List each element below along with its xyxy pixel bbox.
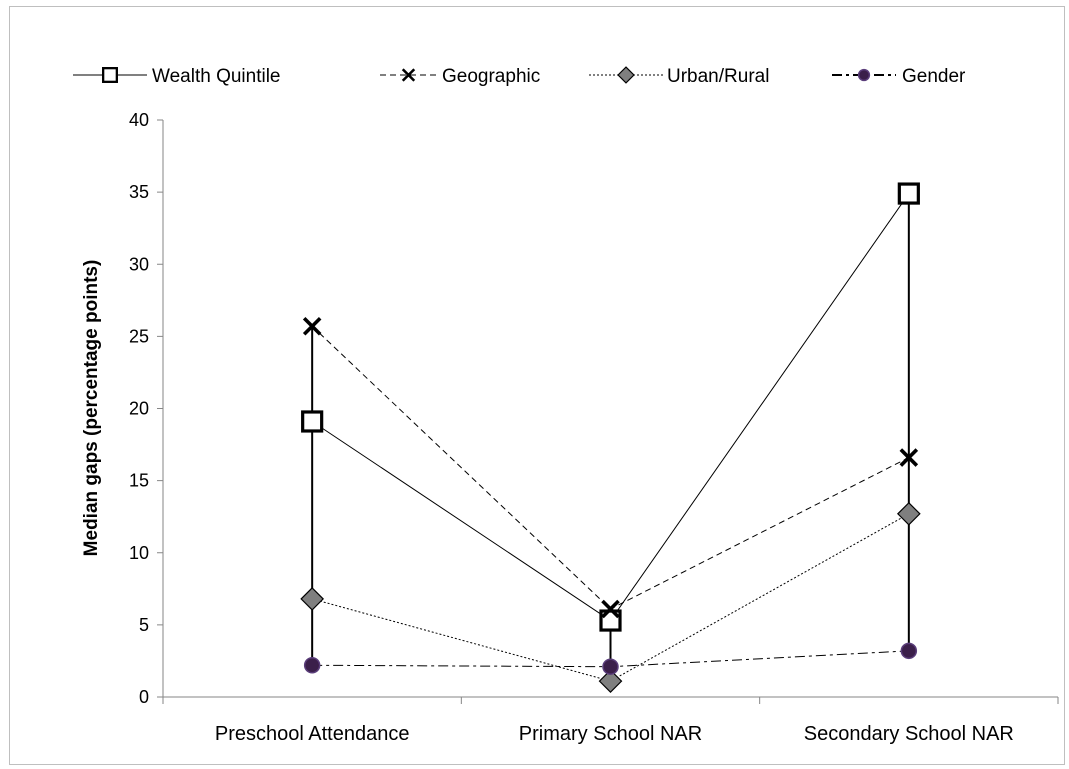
data-point-x xyxy=(302,317,322,336)
legend-item: Wealth Quintile xyxy=(73,66,281,87)
x-axis: Preschool Attendance Primary School NAR Se… xyxy=(162,696,1059,745)
legend-label: Geographic xyxy=(442,66,540,87)
y-tick-label: 40 xyxy=(129,110,149,130)
legend-label: Gender xyxy=(902,66,966,87)
legend-item: Gender xyxy=(832,66,966,87)
series-line-1 xyxy=(311,193,910,622)
series-line-2 xyxy=(311,325,910,610)
data-point-diamond xyxy=(300,587,325,611)
legend-marker-square xyxy=(102,67,118,83)
legend-marker-circle xyxy=(857,68,871,82)
chart-frame xyxy=(9,6,1065,765)
series-markers xyxy=(300,182,921,693)
data-point-diamond xyxy=(896,501,921,526)
x-tick-label: Primary School NAR xyxy=(519,723,702,745)
x-tick-label: Preschool Attendance xyxy=(215,723,410,745)
y-tick-label: 30 xyxy=(129,254,149,274)
data-point-x xyxy=(601,599,620,619)
legend-item: Urban/Rural xyxy=(589,66,769,87)
y-tick-label: 15 xyxy=(129,471,149,491)
data-point-x xyxy=(899,448,919,467)
y-tick-label: 0 xyxy=(139,687,149,707)
legend-marker-diamond xyxy=(617,66,635,84)
data-point-square xyxy=(301,410,324,433)
y-axis-title: Median gaps (percentage points) xyxy=(81,260,102,557)
y-axis: 0 5 10 15 20 25 30 35 40 xyxy=(129,110,164,707)
data-point-square xyxy=(897,182,920,205)
y-tick-label: 10 xyxy=(129,543,149,563)
legend-item: Geographic xyxy=(380,66,540,87)
legend: Wealth Quintile Geographic Urban/Rural Gend… xyxy=(73,66,966,87)
data-point-circle xyxy=(602,658,619,675)
legend-label: Urban/Rural xyxy=(667,66,769,87)
legend-label: Wealth Quintile xyxy=(152,66,281,87)
data-point-circle xyxy=(900,642,918,660)
y-tick-label: 20 xyxy=(129,399,149,419)
data-point-circle xyxy=(303,657,321,674)
y-tick-label: 35 xyxy=(129,182,149,202)
y-tick-label: 25 xyxy=(129,326,149,346)
legend-marker-x xyxy=(401,68,416,82)
x-tick-label: Secondary School NAR xyxy=(804,723,1014,745)
data-point-diamond xyxy=(598,669,623,693)
y-tick-label: 5 xyxy=(139,615,149,635)
